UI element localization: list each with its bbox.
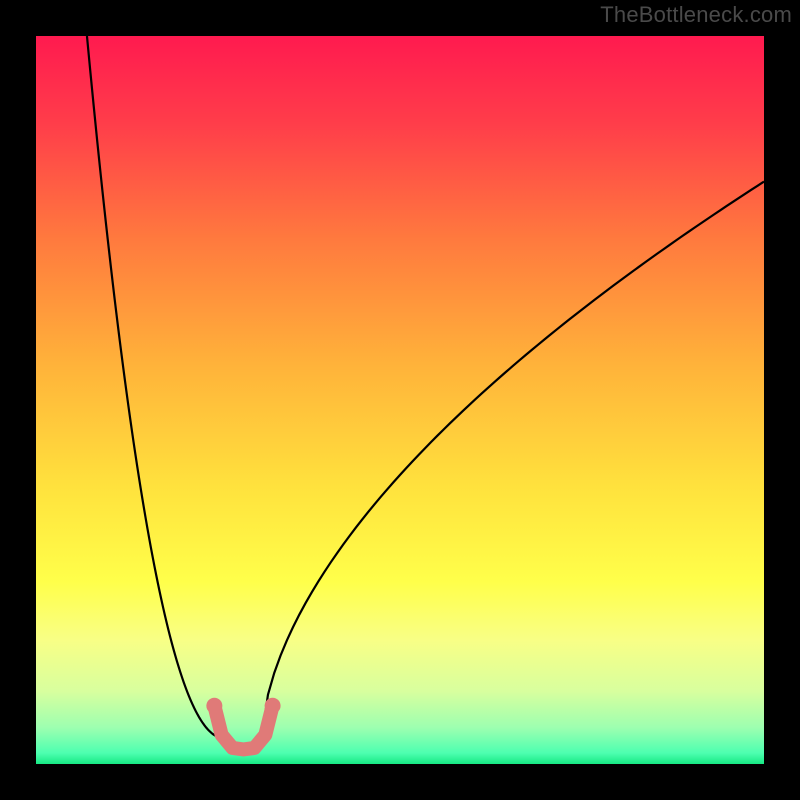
bottleneck-chart [0,0,800,800]
valley-endpoint-left [206,698,222,714]
chart-container: TheBottleneck.com [0,0,800,800]
plot-background-gradient [36,36,764,764]
valley-endpoint-right [265,698,281,714]
